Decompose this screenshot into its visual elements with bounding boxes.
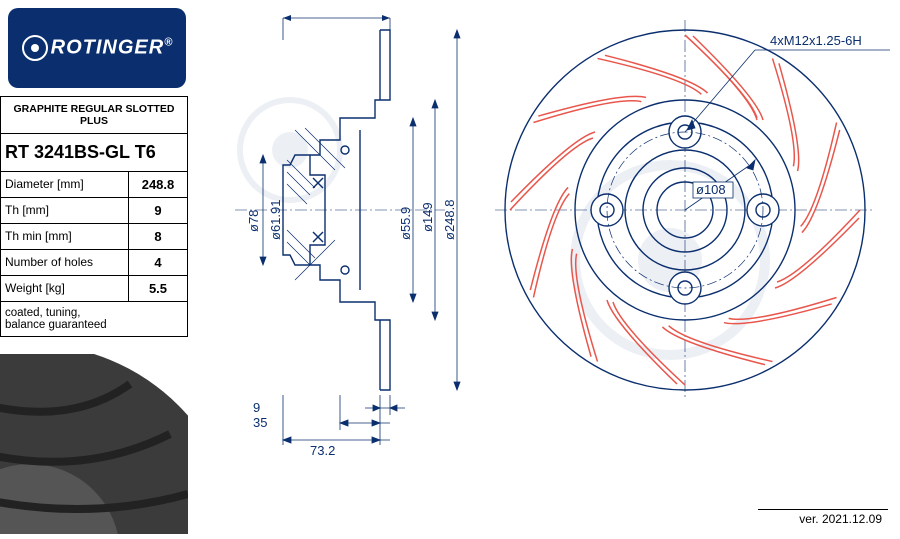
brake-disc-background bbox=[0, 354, 188, 534]
dim-d55-9: ø55.9 bbox=[398, 207, 413, 240]
part-number: RT 3241BS-GL T6 bbox=[0, 134, 188, 172]
dim-d149: ø149 bbox=[420, 202, 435, 232]
spec-value: 8 bbox=[129, 224, 187, 249]
version-label: ver. 2021.12.09 bbox=[758, 509, 888, 526]
front-view: ø108 4xM12x1.25-6H bbox=[495, 20, 890, 400]
technical-drawing: ø78 ø61.91 ø55.9 ø149 ø248.8 bbox=[195, 0, 900, 534]
dim-w35: 35 bbox=[253, 415, 267, 430]
table-row: Th min [mm] 8 bbox=[0, 224, 188, 250]
dim-w73-2: 73.2 bbox=[310, 443, 335, 458]
spec-label: Number of holes bbox=[1, 250, 129, 275]
spec-value: 5.5 bbox=[129, 276, 187, 301]
spec-label: Diameter [mm] bbox=[1, 172, 129, 197]
side-view: ø78 ø61.91 ø55.9 ø149 ø248.8 bbox=[235, 15, 460, 458]
dim-w9: 9 bbox=[253, 400, 260, 415]
table-row: Th [mm] 9 bbox=[0, 198, 188, 224]
table-row: Number of holes 4 bbox=[0, 250, 188, 276]
dim-d248-8: ø248.8 bbox=[442, 200, 457, 240]
spec-header: GRAPHITE REGULAR SLOTTED PLUS bbox=[0, 96, 188, 134]
spec-value: 248.8 bbox=[129, 172, 187, 197]
dim-d108: ø108 bbox=[696, 182, 726, 197]
spec-label: Th [mm] bbox=[1, 198, 129, 223]
table-row: Weight [kg] 5.5 bbox=[0, 276, 188, 302]
brand-logo-text: ROTINGER® bbox=[21, 34, 174, 62]
spec-label: Weight [kg] bbox=[1, 276, 129, 301]
dim-d78: ø78 bbox=[246, 210, 261, 232]
spec-value: 4 bbox=[129, 250, 187, 275]
table-row: Diameter [mm] 248.8 bbox=[0, 172, 188, 198]
spec-footer: coated, tuning, balance guaranteed bbox=[0, 302, 188, 337]
spec-label: Th min [mm] bbox=[1, 224, 129, 249]
spec-table: GRAPHITE REGULAR SLOTTED PLUS RT 3241BS-… bbox=[0, 96, 188, 337]
dim-d61-91: ø61.91 bbox=[268, 200, 283, 240]
dim-thread: 4xM12x1.25-6H bbox=[770, 33, 862, 48]
spec-value: 9 bbox=[129, 198, 187, 223]
brand-logo: ROTINGER® bbox=[8, 8, 186, 88]
